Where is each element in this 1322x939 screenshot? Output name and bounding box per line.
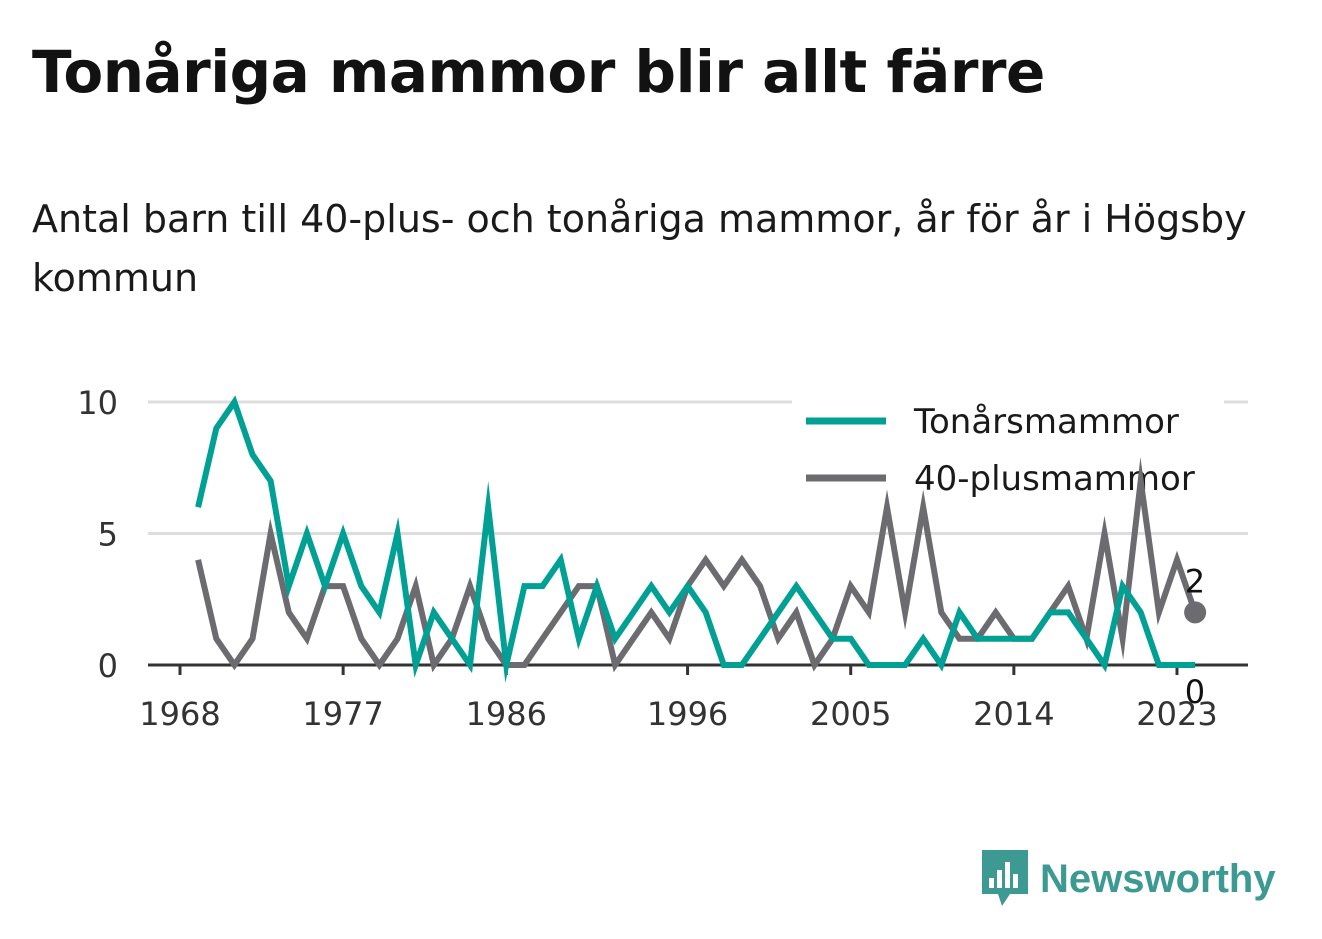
y-axis-labels: 0 5 10 [77,384,118,685]
x-tick-label: 1986 [466,695,547,733]
series-line-plus40 [195,457,1198,673]
x-tick-label: 2005 [810,695,891,733]
y-tick-label: 5 [98,516,118,554]
end-labels: 20 [1184,562,1207,711]
x-axis: 1968 1977 1986 1996 2005 2014 2023 [139,663,1248,733]
newsworthy-logo: Newsworthy [980,848,1276,910]
y-tick-label: 0 [98,647,118,685]
legend: Tonårsmammor 40-plusmammor [792,398,1224,508]
x-tick-label: 1968 [139,695,220,733]
x-tick-label: 2014 [973,695,1054,733]
series-line-teen [195,395,1196,683]
x-tick-label: 2023 [1136,695,1217,733]
bar-chart-speech-bubble-icon [982,850,1028,906]
end-marker [1184,601,1207,624]
x-tick-label: 1977 [302,695,383,733]
chart-title: Tonåriga mammor blir allt färre [32,38,1045,106]
end-label-plus40: 2 [1185,562,1205,600]
y-tick-label: 10 [77,384,118,422]
chart-subtitle: Antal barn till 40-plus- och tonåriga ma… [32,197,1247,300]
series-lines [195,395,1198,683]
legend-label: Tonårsmammor [913,402,1179,442]
legend-box [792,398,1224,508]
brand-name: Newsworthy [1040,856,1276,901]
end-label-teen: 0 [1185,673,1205,711]
legend-label: 40-plusmammor [914,459,1195,499]
x-tick-label: 1996 [647,695,728,733]
